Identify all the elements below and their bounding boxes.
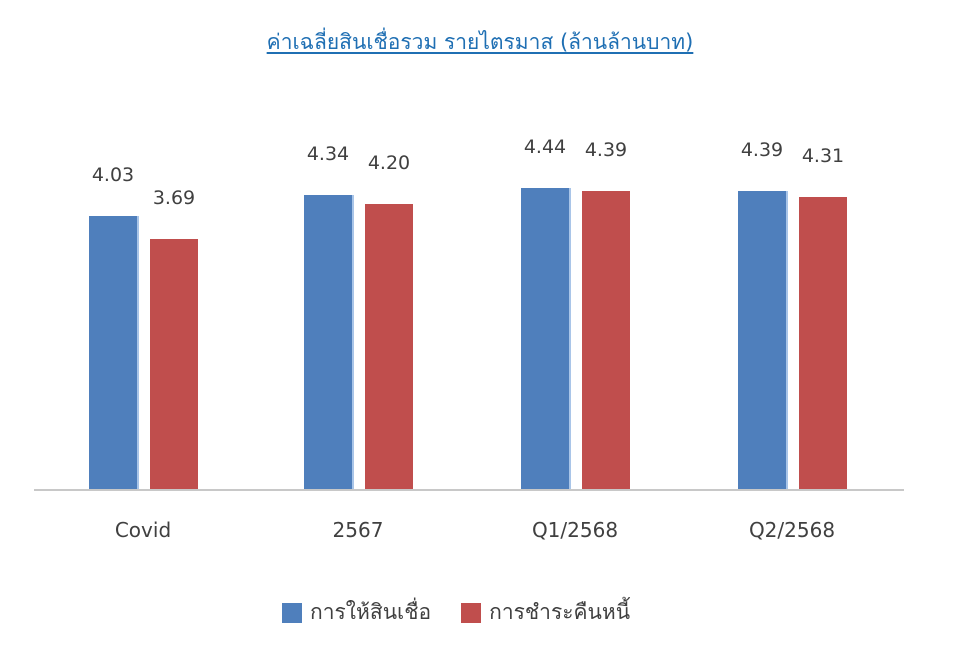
data-label: 4.44 <box>523 136 567 158</box>
bar-lending <box>89 216 139 489</box>
data-label: 4.39 <box>740 139 784 161</box>
data-label: 4.34 <box>306 143 350 165</box>
x-axis-category-label: Q2/2568 <box>748 518 836 542</box>
data-label: 4.39 <box>584 139 628 161</box>
legend-label: การชำระคืนหนี้ <box>489 600 631 624</box>
data-label: 4.31 <box>801 145 845 167</box>
x-axis-category-label: Covid <box>114 518 172 542</box>
x-axis-line <box>34 489 904 491</box>
x-axis-category-label: 2567 <box>332 518 384 542</box>
legend-swatch-blue <box>282 602 302 623</box>
legend-swatch-red <box>461 602 482 623</box>
data-label: 4.20 <box>367 152 411 174</box>
legend-item-lending: การให้สินเชื่อ <box>282 596 431 629</box>
bar-lending <box>304 195 354 489</box>
bar-repayment <box>150 239 198 489</box>
legend: การให้สินเชื่อ การชำระคืนหนี้ <box>282 596 660 629</box>
data-label: 3.69 <box>152 187 196 209</box>
bar-repayment <box>365 204 413 489</box>
bar-repayment <box>582 191 630 489</box>
bar-lending <box>738 191 788 489</box>
x-axis-category-label: Q1/2568 <box>531 518 619 542</box>
legend-item-repayment: การชำระคืนหนี้ <box>461 596 630 629</box>
bar-lending <box>521 188 571 489</box>
legend-label: การให้สินเชื่อ <box>310 600 432 624</box>
chart-title: ค่าเฉลี่ยสินเชื่อรวม รายไตรมาส (ล้านล้าน… <box>266 30 694 54</box>
data-label: 4.03 <box>91 164 135 186</box>
bar-repayment <box>799 197 847 489</box>
